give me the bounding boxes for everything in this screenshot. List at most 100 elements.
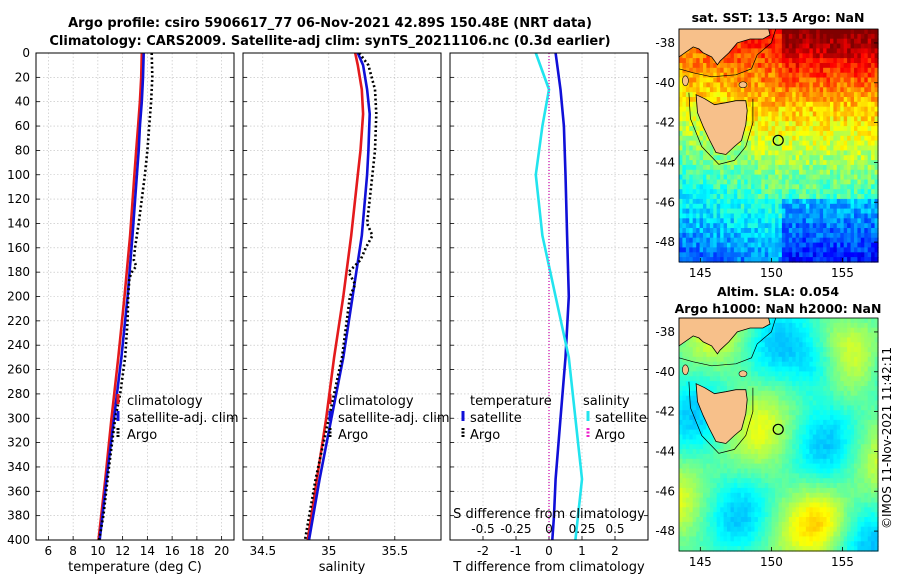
sst-map-cell [854, 77, 858, 83]
sst-map-cell [699, 223, 704, 229]
sst-map-cell [679, 135, 683, 142]
sst-map-cell [709, 223, 714, 229]
sla-map-cell [788, 405, 793, 411]
sla-map-cell [781, 410, 786, 416]
sst-map-cell [843, 179, 848, 185]
sst-map-cell [685, 72, 690, 79]
sst-map-cell [778, 150, 783, 156]
sla-map-cell [747, 473, 752, 479]
sst-map-cell [679, 145, 683, 151]
sst-map-cell [867, 92, 872, 98]
sst-map-cell [850, 155, 855, 161]
sst-map-cell [733, 223, 738, 229]
sla-map-cell [689, 424, 694, 431]
sla-map-cell [723, 381, 728, 387]
sla-map-cell [764, 526, 769, 533]
sst-map-cell [737, 43, 742, 50]
sst-map-cell [850, 63, 855, 69]
sla-map-cell [733, 478, 738, 484]
sla-map-cell [771, 395, 776, 402]
sla-map-cell [754, 483, 759, 489]
sst-map-cell [778, 252, 783, 258]
sst-map-cell [809, 106, 814, 113]
sst-map-cell [812, 203, 817, 210]
sla-map-cell [716, 502, 721, 508]
sst-map-cell [771, 237, 776, 244]
sla-map-cell [733, 517, 738, 523]
sst-map-cell [757, 82, 762, 88]
sst-map-cell [850, 53, 855, 59]
sst-map-cell [836, 58, 841, 64]
sla-map-cell [781, 463, 786, 470]
sst-map-cell [754, 111, 759, 117]
sla-map-cell [788, 444, 793, 450]
sla-map-cell [778, 483, 783, 489]
temperature-xtick-label: 14 [140, 544, 155, 558]
sla-map-cell [747, 381, 752, 387]
sst-map-cell [778, 213, 783, 219]
sst-map-cell [843, 155, 848, 161]
temperature-xtick-label: 20 [214, 544, 229, 558]
sla-map-cell [696, 463, 701, 470]
sst-map-cell [689, 63, 694, 69]
sla-map-cell [703, 536, 707, 542]
sla-map-cell [754, 352, 759, 358]
sst-map-cell [830, 228, 834, 234]
sst-map-cell [843, 87, 848, 93]
sst-map-cell [785, 126, 790, 132]
sla-map-cell [679, 531, 683, 538]
sst-map-cell [689, 203, 694, 210]
sla-map-cell [775, 444, 780, 450]
sst-map-cell [740, 155, 745, 161]
sst-map-cell [843, 77, 848, 83]
sla-map-cell [778, 332, 783, 339]
sst-map-cell [781, 29, 786, 35]
sla-map-cell [802, 444, 807, 450]
sst-map-cell [761, 63, 766, 69]
sla-map-cell [754, 337, 759, 343]
sla-map-cell [761, 327, 766, 334]
sst-map-cell [836, 111, 841, 117]
sst-map-cell [720, 92, 725, 98]
sla-map-cell [727, 356, 731, 363]
sst-map-cell [733, 145, 738, 151]
sst-map-cell [679, 155, 683, 161]
sst-map-cell [826, 92, 831, 98]
sst-map-cell [792, 82, 797, 88]
sla-map-cell [692, 463, 697, 470]
sla-map-cell [785, 352, 790, 358]
sst-map-cell [768, 160, 773, 166]
sla-map-cell [775, 502, 780, 508]
sst-map-cell [747, 67, 752, 74]
sst-map-cell [785, 223, 790, 229]
sst-map-cell [727, 194, 731, 200]
sst-map-cell [764, 169, 769, 176]
sla-map-cell [685, 434, 690, 440]
sst-map-cell [692, 223, 697, 229]
sla-map-cell [689, 410, 694, 416]
sla-map-cell [747, 507, 752, 513]
sst-map-cell [860, 97, 865, 103]
sst-map-cell [754, 48, 759, 54]
sla-map-cell [679, 536, 683, 542]
sst-map-cell [833, 101, 838, 108]
sst-map-cell [874, 218, 879, 224]
sst-map-cell [795, 194, 800, 200]
sla-map-cell [692, 546, 697, 552]
sst-map-cell [850, 135, 855, 142]
sla-map-cell [737, 463, 742, 470]
sst-map-cell [864, 121, 869, 127]
sst-map-cell [864, 58, 869, 64]
sla-map-cell [795, 318, 800, 324]
sla-map-cell [685, 507, 690, 513]
sla-map-cell [768, 371, 773, 377]
sst-map-cell [754, 126, 759, 132]
sst-map-cell [850, 38, 855, 45]
sla-map-cell [720, 531, 725, 538]
sst-map-cell [709, 160, 714, 166]
sst-map-cell [840, 33, 845, 40]
sst-map-cell [857, 223, 862, 229]
sst-map-cell [843, 208, 848, 215]
sla-map-cell [696, 468, 701, 474]
sst-map-cell [682, 130, 687, 137]
